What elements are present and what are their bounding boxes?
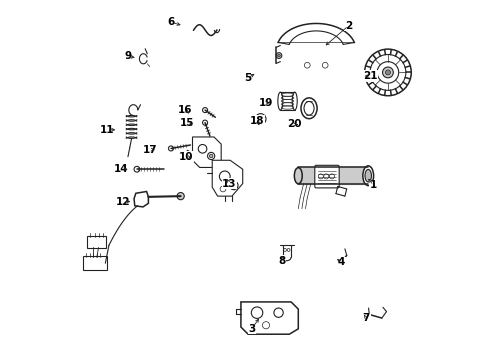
Text: 2: 2: [344, 21, 351, 31]
Circle shape: [177, 193, 184, 200]
Text: 13: 13: [222, 179, 236, 189]
Ellipse shape: [301, 98, 317, 119]
Text: 18: 18: [249, 116, 264, 126]
Text: 12: 12: [116, 197, 130, 207]
Circle shape: [385, 70, 389, 75]
Ellipse shape: [292, 92, 297, 110]
Text: 15: 15: [180, 118, 194, 128]
Ellipse shape: [304, 102, 313, 115]
FancyBboxPatch shape: [83, 256, 106, 270]
Text: 1: 1: [369, 180, 376, 190]
Circle shape: [209, 154, 212, 158]
Text: 20: 20: [287, 120, 301, 129]
Ellipse shape: [362, 166, 373, 185]
Text: 17: 17: [143, 144, 158, 154]
Text: 19: 19: [258, 98, 273, 108]
Text: 10: 10: [179, 152, 193, 162]
Text: 6: 6: [167, 17, 174, 27]
Ellipse shape: [364, 170, 371, 182]
Polygon shape: [192, 137, 221, 167]
Circle shape: [382, 67, 392, 78]
Polygon shape: [212, 160, 242, 196]
Text: 7: 7: [362, 313, 369, 323]
Text: 4: 4: [337, 257, 345, 267]
Polygon shape: [134, 192, 148, 207]
Text: 5: 5: [244, 73, 251, 83]
Text: 11: 11: [100, 125, 115, 135]
Polygon shape: [241, 302, 298, 334]
Text: 21: 21: [362, 71, 377, 81]
Text: 3: 3: [247, 324, 255, 334]
Text: 9: 9: [124, 51, 131, 61]
FancyBboxPatch shape: [86, 235, 106, 248]
Text: 16: 16: [178, 105, 192, 115]
Ellipse shape: [294, 168, 302, 184]
Circle shape: [277, 54, 280, 57]
Ellipse shape: [277, 92, 282, 110]
FancyBboxPatch shape: [314, 165, 339, 188]
Text: 8: 8: [278, 256, 285, 266]
Text: 14: 14: [113, 164, 128, 174]
